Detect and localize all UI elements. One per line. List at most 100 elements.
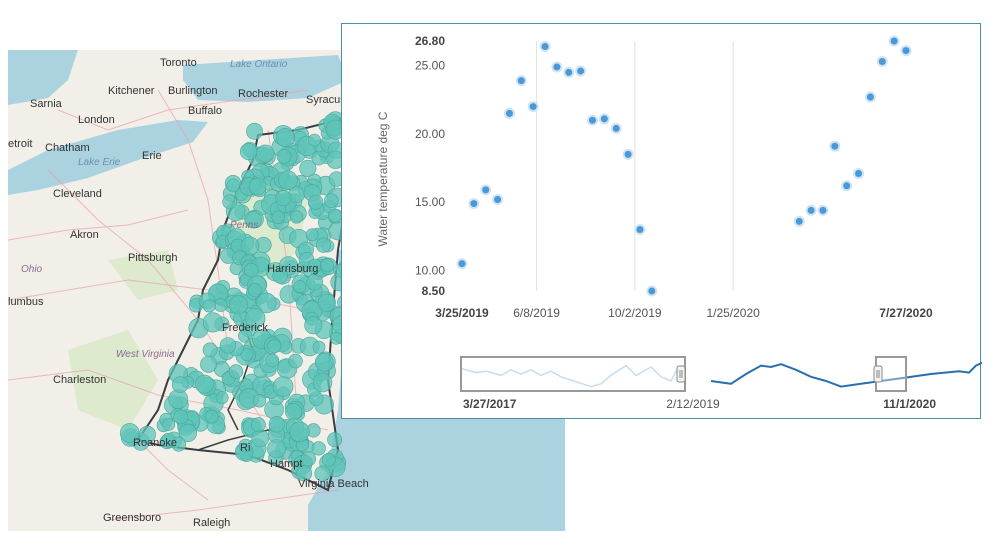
data-point[interactable] — [793, 215, 805, 227]
site-marker[interactable] — [162, 417, 176, 431]
site-marker[interactable] — [314, 352, 334, 372]
range-navigator[interactable]: 3/27/2017 2/12/2019 11/1/2020 — [460, 356, 982, 411]
site-marker[interactable] — [247, 283, 262, 298]
site-marker[interactable] — [171, 376, 189, 393]
site-marker[interactable] — [271, 210, 285, 224]
site-marker[interactable] — [256, 144, 275, 163]
site-marker[interactable] — [321, 452, 336, 467]
data-point[interactable] — [575, 65, 587, 77]
site-marker[interactable] — [272, 268, 289, 284]
site-marker[interactable] — [300, 451, 317, 467]
site-marker[interactable] — [238, 438, 253, 453]
site-marker[interactable] — [245, 308, 266, 329]
site-marker[interactable] — [299, 159, 317, 177]
site-marker[interactable] — [293, 280, 307, 294]
site-marker[interactable] — [222, 194, 238, 210]
site-marker[interactable] — [312, 340, 326, 354]
site-marker[interactable] — [320, 258, 335, 273]
site-marker[interactable] — [276, 149, 292, 164]
data-point[interactable] — [492, 193, 504, 205]
site-marker[interactable] — [251, 429, 270, 448]
data-point[interactable] — [610, 122, 622, 134]
site-marker[interactable] — [327, 208, 342, 223]
data-point[interactable] — [634, 224, 646, 236]
site-marker[interactable] — [314, 465, 331, 482]
navigator-handle-right[interactable] — [873, 365, 883, 383]
site-marker[interactable] — [311, 441, 326, 456]
site-marker[interactable] — [307, 133, 321, 147]
site-marker[interactable] — [252, 394, 267, 408]
site-marker[interactable] — [323, 193, 339, 208]
site-marker[interactable] — [202, 312, 223, 333]
data-point[interactable] — [876, 55, 888, 67]
data-point[interactable] — [480, 184, 492, 196]
site-marker[interactable] — [289, 421, 310, 442]
data-point[interactable] — [805, 204, 817, 216]
data-point[interactable] — [888, 35, 900, 47]
data-point[interactable] — [853, 168, 865, 180]
data-point[interactable] — [817, 204, 829, 216]
site-marker[interactable] — [202, 342, 218, 358]
data-point[interactable] — [829, 140, 841, 152]
data-point[interactable] — [841, 180, 853, 192]
site-marker[interactable] — [275, 190, 292, 207]
sampling-sites[interactable] — [119, 111, 354, 482]
data-point[interactable] — [503, 107, 515, 119]
site-marker[interactable] — [290, 210, 304, 224]
site-marker[interactable] — [138, 425, 156, 444]
site-marker[interactable] — [267, 339, 282, 354]
site-marker[interactable] — [315, 237, 332, 253]
data-point[interactable] — [468, 198, 480, 210]
site-marker[interactable] — [219, 337, 237, 354]
data-point[interactable] — [622, 148, 634, 160]
data-point[interactable] — [551, 61, 563, 73]
site-marker[interactable] — [228, 364, 244, 379]
scatter-chart[interactable]: 26.80 25.00 20.00 15.00 10.00 8.50 3/25/2019 6… — [342, 24, 982, 420]
site-marker[interactable] — [240, 142, 258, 161]
data-point[interactable] — [646, 285, 658, 297]
data-point[interactable] — [598, 113, 610, 125]
site-marker[interactable] — [244, 211, 262, 229]
site-marker[interactable] — [304, 316, 323, 335]
data-point[interactable] — [864, 91, 876, 103]
site-marker[interactable] — [308, 194, 324, 210]
site-marker[interactable] — [288, 353, 303, 369]
site-marker[interactable] — [250, 417, 266, 433]
data-point[interactable] — [539, 40, 551, 52]
site-marker[interactable] — [244, 262, 259, 278]
site-marker[interactable] — [246, 122, 263, 140]
data-point[interactable] — [456, 258, 468, 270]
site-marker[interactable] — [317, 293, 336, 312]
site-marker[interactable] — [173, 409, 189, 425]
site-marker[interactable] — [215, 391, 229, 405]
site-marker[interactable] — [256, 292, 277, 314]
site-marker[interactable] — [248, 177, 267, 196]
data-point[interactable] — [563, 66, 575, 78]
site-marker[interactable] — [312, 372, 333, 393]
site-marker[interactable] — [195, 374, 214, 394]
data-point[interactable] — [515, 75, 527, 87]
navigator-handle-left[interactable] — [676, 365, 686, 383]
data-points[interactable] — [456, 35, 912, 297]
site-marker[interactable] — [178, 423, 197, 443]
site-marker[interactable] — [267, 439, 287, 459]
site-marker[interactable] — [226, 178, 240, 193]
site-marker[interactable] — [171, 436, 187, 452]
data-point[interactable] — [527, 101, 539, 113]
site-marker[interactable] — [327, 432, 342, 448]
site-marker[interactable] — [265, 353, 280, 368]
site-marker[interactable] — [285, 403, 303, 421]
site-marker[interactable] — [228, 295, 248, 315]
site-marker[interactable] — [275, 128, 295, 148]
site-marker[interactable] — [238, 328, 253, 343]
site-marker[interactable] — [204, 409, 219, 424]
site-marker[interactable] — [202, 299, 216, 313]
site-marker[interactable] — [200, 355, 218, 373]
site-marker[interactable] — [213, 298, 228, 312]
site-marker[interactable] — [305, 228, 319, 242]
site-marker[interactable] — [272, 376, 294, 397]
data-point[interactable] — [900, 45, 912, 57]
site-marker[interactable] — [296, 465, 313, 482]
site-marker[interactable] — [268, 416, 286, 433]
site-marker[interactable] — [240, 348, 254, 362]
